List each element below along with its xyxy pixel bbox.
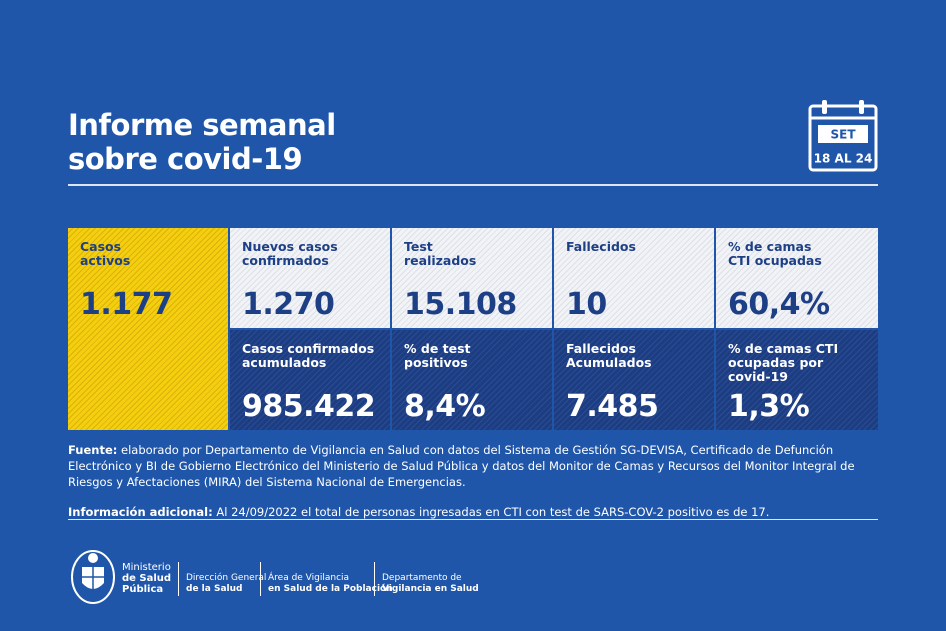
separator: [374, 562, 375, 596]
stat-value: 10: [566, 287, 607, 322]
unit-line: en Salud de la Población: [268, 584, 393, 594]
emblem: [71, 550, 115, 604]
title-line: Informe semanal: [68, 108, 336, 142]
stat-label: Fallecidos Acumulados: [566, 342, 702, 370]
unit-line: Área de Vigilancia: [268, 573, 350, 583]
stat-card: Casos confirmados acumulados 985.422: [230, 330, 390, 430]
stat-value: 1,3%: [728, 389, 810, 424]
ministry: Ministerio de Salud Pública: [122, 562, 171, 595]
stat-card: % de test positivos 8,4%: [392, 330, 552, 430]
source-note: Fuente: elaborado por Departamento de Vi…: [68, 442, 880, 490]
stat-label-line: Test: [404, 239, 433, 254]
stat-card: Casos activos 1.177: [68, 228, 228, 430]
divider: [68, 184, 878, 186]
separator: [178, 562, 179, 596]
title: Informe semanal sobre covid-19: [68, 108, 336, 176]
stat-label: % de camas CTI ocupadas por covid-19: [728, 342, 866, 384]
calendar-icon: SET 18 AL 24: [808, 100, 878, 172]
stat-label-line: Casos: [80, 239, 122, 254]
stat-value: 1.177: [80, 287, 173, 322]
stat-label-line: Acumulados: [566, 355, 652, 370]
stat-label: % de test positivos: [404, 342, 540, 370]
stat-label: Nuevos casos confirmados: [242, 240, 378, 268]
stat-label: % de camas CTI ocupadas: [728, 240, 866, 268]
notes: Fuente: elaborado por Departamento de Vi…: [68, 442, 880, 520]
additional-label: Información adicional:: [68, 505, 213, 519]
stat-label: Fallecidos: [566, 240, 702, 254]
stat-label-line: ocupadas por covid-19: [728, 355, 824, 384]
stat-label-line: positivos: [404, 355, 468, 370]
stat-card: Fallecidos Acumulados 7.485: [554, 330, 714, 430]
additional-note: Información adicional: Al 24/09/2022 el …: [68, 504, 880, 520]
unit-line: Vigilancia en Salud: [382, 584, 479, 594]
stat-label: Test realizados: [404, 240, 540, 268]
additional-text: Al 24/09/2022 el total de personas ingre…: [216, 505, 770, 519]
stat-card: Nuevos casos confirmados 1.270: [230, 228, 390, 328]
ministry-line: Ministerio: [122, 562, 171, 573]
ministry-line: Pública: [122, 584, 164, 595]
stat-label-line: Nuevos casos: [242, 239, 338, 254]
calendar-range: 18 AL 24: [814, 152, 873, 166]
stat-card: Test realizados 15.108: [392, 228, 552, 328]
stat-value: 1.270: [242, 287, 335, 322]
stat-value: 8,4%: [404, 389, 486, 424]
title-line: sobre covid-19: [68, 142, 303, 176]
unit: Departamento de Vigilancia en Salud: [382, 573, 479, 595]
ministry-line: de Salud: [122, 573, 172, 584]
source-text: elaborado por Departamento de Vigilancia…: [68, 443, 855, 489]
stat-card: % de camas CTI ocupadas por covid-19 1,3%: [716, 330, 878, 430]
stat-label-line: CTI ocupadas: [728, 253, 822, 268]
source-label: Fuente:: [68, 443, 118, 457]
stat-label: Casos activos: [80, 240, 216, 268]
stat-value: 60,4%: [728, 287, 830, 322]
calendar-month: SET: [830, 128, 856, 142]
stat-label-line: activos: [80, 253, 131, 268]
stat-label-line: acumulados: [242, 355, 327, 370]
stat-label: Casos confirmados acumulados: [242, 342, 378, 370]
stat-value: 15.108: [404, 287, 517, 322]
unit-line: Dirección General: [186, 573, 267, 583]
stat-label-line: % de test: [404, 341, 471, 356]
stat-label-line: Casos confirmados: [242, 341, 375, 356]
stat-value: 7.485: [566, 389, 659, 424]
divider: [68, 519, 878, 520]
unit: Dirección General de la Salud: [186, 573, 266, 595]
unit: Área de Vigilancia en Salud de la Poblaci…: [268, 573, 393, 595]
stat-label-line: realizados: [404, 253, 477, 268]
stat-card: % de camas CTI ocupadas 60,4%: [716, 228, 878, 328]
stat-label-line: Fallecidos: [566, 341, 636, 356]
stat-label-line: confirmados: [242, 253, 329, 268]
separator: [260, 562, 261, 596]
stat-label-line: % de camas CTI: [728, 341, 839, 356]
unit-line: Departamento de: [382, 573, 462, 583]
stat-value: 985.422: [242, 389, 376, 424]
stat-label-line: Fallecidos: [566, 239, 636, 254]
stat-label-line: % de camas: [728, 239, 812, 254]
unit-line: de la Salud: [186, 584, 243, 594]
stat-card: Fallecidos 10: [554, 228, 714, 328]
